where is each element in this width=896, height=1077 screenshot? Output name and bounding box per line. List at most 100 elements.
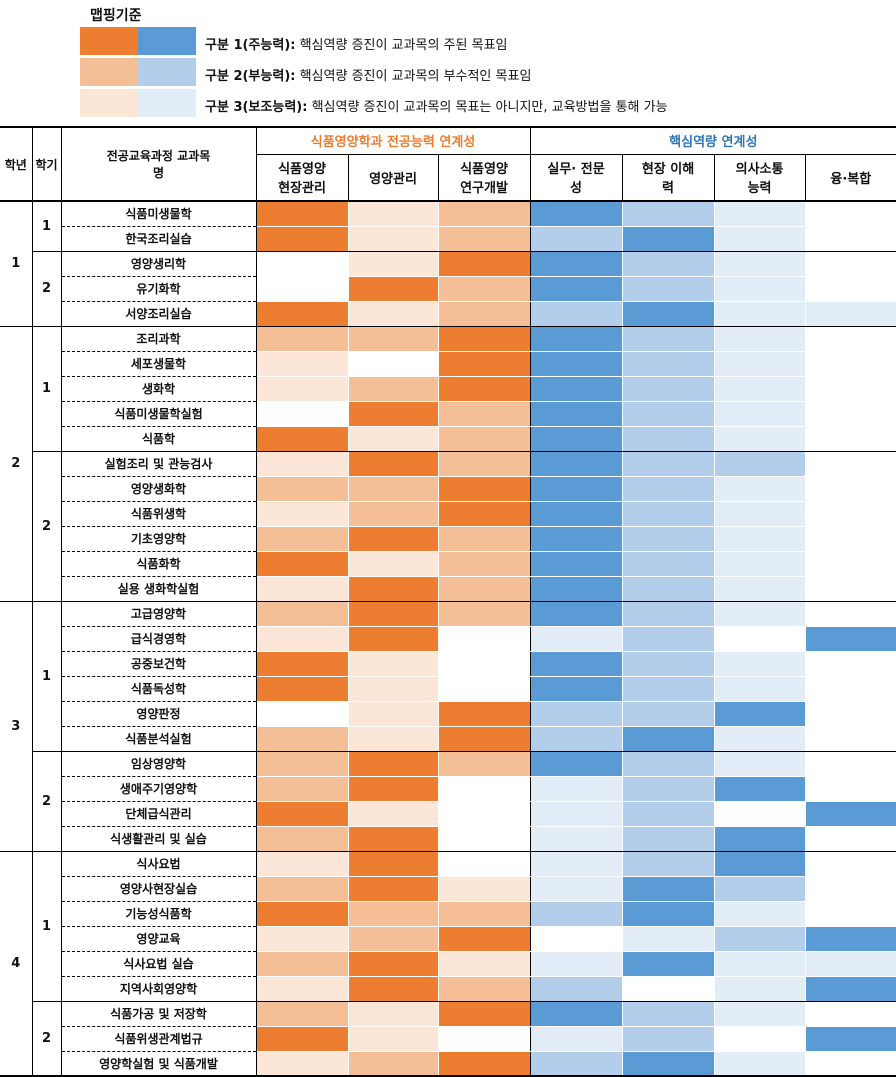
major-mapping-cell <box>348 776 439 802</box>
core-mapping-cell <box>622 726 715 752</box>
year-cell: 4 <box>0 851 33 1077</box>
legend-swatch-blue-1 <box>138 27 196 55</box>
core-mapping-cell <box>622 451 715 477</box>
major-mapping-cell <box>256 876 349 902</box>
major-mapping-cell <box>256 676 349 702</box>
core-mapping-cell <box>805 876 896 902</box>
core-mapping-cell <box>530 351 623 377</box>
major-mapping-cell <box>438 876 531 902</box>
table-row: 생애주기영양학 <box>0 776 896 802</box>
major-mapping-cell <box>438 751 531 777</box>
core-mapping-cell <box>714 501 806 527</box>
table-row: 2 식품가공 및 저장학 <box>0 1001 896 1077</box>
core-mapping-cell <box>805 626 896 652</box>
core-mapping-cell <box>622 501 715 527</box>
major-mapping-cell <box>348 451 439 477</box>
major-mapping-cell <box>256 851 349 877</box>
table-row: 식품위생관계법규 <box>0 1026 896 1052</box>
year-cell: 3 <box>0 601 33 852</box>
table-row: 2 실험조리 및 관능검사 <box>0 451 896 602</box>
major-mapping-cell <box>256 276 349 302</box>
core-mapping-cell <box>714 876 806 902</box>
header-core-col-3: 의사소통 능력 <box>714 154 806 202</box>
core-mapping-cell <box>622 626 715 652</box>
core-mapping-cell <box>805 276 896 302</box>
major-mapping-cell <box>438 1051 531 1077</box>
major-mapping-cell <box>348 651 439 677</box>
major-mapping-cell <box>438 776 531 802</box>
table-row: 식품화학 <box>0 551 896 577</box>
major-mapping-cell <box>256 251 349 277</box>
course-name: 영양생화학 <box>61 476 257 502</box>
course-name: 영양사현장실습 <box>61 876 257 902</box>
core-mapping-cell <box>530 426 623 452</box>
legend-item-1: 구분 1(주능력): 핵심역량 증진이 교과목의 주된 목표임 <box>205 34 507 53</box>
major-mapping-cell <box>256 776 349 802</box>
core-mapping-cell <box>714 201 806 227</box>
course-name: 식품미생물학실험 <box>61 401 257 427</box>
table-row: 영양학실험 및 식품개발 <box>0 1051 896 1077</box>
core-mapping-cell <box>622 476 715 502</box>
core-mapping-cell <box>714 351 806 377</box>
core-mapping-cell <box>805 976 896 1002</box>
course-name: 생화학 <box>61 376 257 402</box>
major-mapping-cell <box>256 626 349 652</box>
header-major-col-3: 식품영양 연구개발 <box>438 154 531 202</box>
core-mapping-cell <box>622 376 715 402</box>
course-name: 식품미생물학 <box>61 201 257 227</box>
header-semester: 학기 <box>32 126 62 202</box>
legend-item-3-desc: 핵심역량 증진이 교과목의 목표는 아니지만, 교육방법을 통해 가능 <box>311 100 668 115</box>
major-mapping-cell <box>256 576 349 602</box>
table-row: 단체급식관리 <box>0 801 896 827</box>
major-mapping-cell <box>438 276 531 302</box>
table-row: 영양판정 <box>0 701 896 727</box>
core-mapping-cell <box>805 801 896 827</box>
table-row: 생화학 <box>0 376 896 402</box>
course-name: 영양학실험 및 식품개발 <box>61 1051 257 1077</box>
semester-cell: 2 <box>32 1001 62 1077</box>
core-mapping-cell <box>530 1001 623 1027</box>
semester-cell: 2 <box>32 451 62 602</box>
major-mapping-cell <box>348 551 439 577</box>
major-mapping-cell <box>256 401 349 427</box>
course-name: 유기화학 <box>61 276 257 302</box>
legend-item-2: 구분 2(부능력): 핵심역량 증진이 교과목의 부수적인 목표임 <box>205 65 531 84</box>
semester-cell: 2 <box>32 251 62 327</box>
core-mapping-cell <box>714 426 806 452</box>
major-mapping-cell <box>348 676 439 702</box>
major-mapping-cell <box>438 626 531 652</box>
core-mapping-cell <box>805 476 896 502</box>
legend: 맵핑기준 구분 1(주능력): 핵심역량 증진이 교과목의 주된 목표임 구분 … <box>0 0 896 125</box>
core-mapping-cell <box>805 301 896 327</box>
core-mapping-cell <box>530 276 623 302</box>
major-mapping-cell <box>348 976 439 1002</box>
core-mapping-cell <box>530 651 623 677</box>
course-name: 식생활관리 및 실습 <box>61 826 257 852</box>
table-row: 3 1 고급영양학 <box>0 601 896 852</box>
core-mapping-cell <box>714 626 806 652</box>
major-mapping-cell <box>256 526 349 552</box>
core-mapping-cell <box>805 1051 896 1077</box>
major-mapping-cell <box>438 201 531 227</box>
core-mapping-cell <box>805 526 896 552</box>
major-mapping-cell <box>348 401 439 427</box>
core-mapping-cell <box>530 701 623 727</box>
major-mapping-cell <box>256 476 349 502</box>
core-mapping-cell <box>622 876 715 902</box>
core-mapping-cell <box>805 701 896 727</box>
major-mapping-cell <box>348 1001 439 1027</box>
core-mapping-cell <box>622 276 715 302</box>
core-mapping-cell <box>530 551 623 577</box>
core-mapping-cell <box>805 901 896 927</box>
semester-cell: 1 <box>32 326 62 452</box>
core-mapping-cell <box>714 301 806 327</box>
legend-item-2-desc: 핵심역량 증진이 교과목의 부수적인 목표임 <box>299 69 532 84</box>
major-mapping-cell <box>348 501 439 527</box>
major-mapping-cell <box>438 851 531 877</box>
core-mapping-cell <box>805 351 896 377</box>
core-mapping-cell <box>714 401 806 427</box>
core-mapping-cell <box>622 676 715 702</box>
major-mapping-cell <box>438 451 531 477</box>
core-mapping-cell <box>805 201 896 227</box>
core-mapping-cell <box>622 326 715 352</box>
